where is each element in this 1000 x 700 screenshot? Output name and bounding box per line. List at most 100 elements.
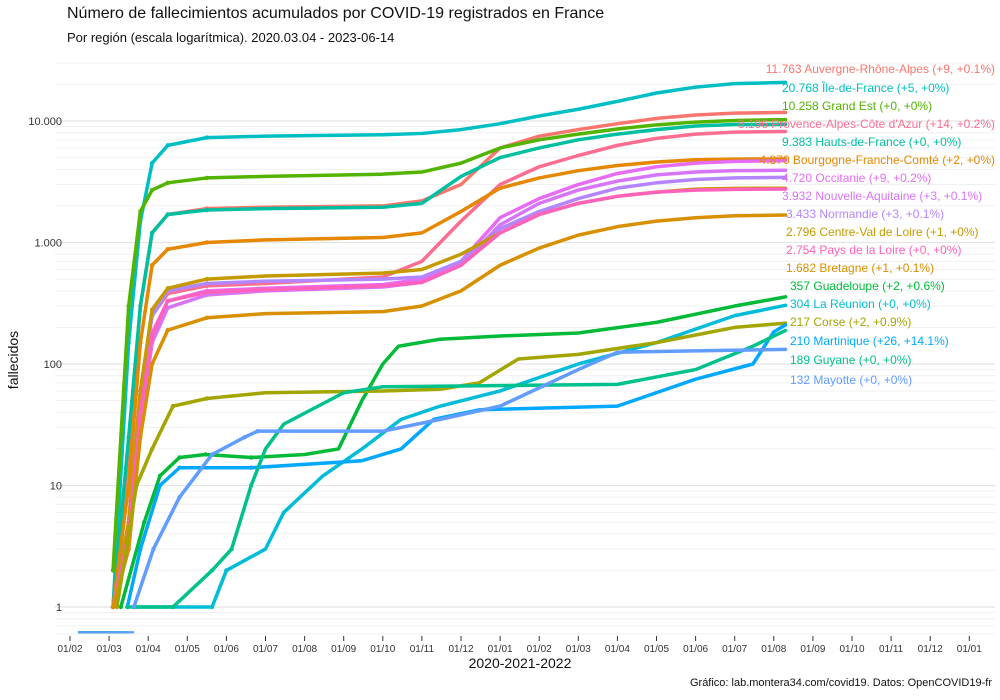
data-point: [224, 568, 229, 573]
chart-subtitle: Por región (escala logarítmica). 2020.03…: [67, 30, 395, 45]
data-point: [177, 465, 182, 470]
chart-title: Número de fallecimientos acumulados por …: [67, 5, 605, 22]
x-tick-label: 01/06: [683, 644, 708, 655]
series-line: [111, 80, 788, 609]
data-point: [229, 546, 234, 552]
x-tick-label: 01/11: [879, 644, 904, 655]
x-tick-label: 01/05: [644, 644, 669, 655]
series-label: 8.196 Provence-Alpes-Côte d'Azur (+14, +…: [738, 117, 995, 131]
series-label: 3.932 Nouvelle-Aquitaine (+3, +0.1%): [782, 189, 982, 203]
data-point: [209, 452, 215, 457]
y-tick-label: 10.000: [28, 116, 62, 128]
data-point: [138, 340, 143, 345]
series-label: 3.433 Normandie (+3, +0.1%): [786, 207, 944, 221]
data-point: [149, 361, 155, 367]
y-tick-label: 10: [50, 481, 62, 493]
x-tick-label: 01/09: [331, 644, 356, 655]
data-point: [157, 473, 163, 479]
series-line: [115, 321, 788, 609]
data-point: [138, 209, 143, 214]
data-point: [170, 403, 176, 409]
data-point: [149, 333, 155, 339]
data-point: [118, 604, 124, 610]
data-point: [204, 240, 210, 245]
data-point: [114, 604, 120, 610]
data-point: [248, 465, 254, 470]
x-tick-label: 01/03: [566, 644, 591, 655]
data-point: [165, 298, 170, 304]
series-line: [111, 187, 788, 609]
series-mayotte: [78, 347, 788, 634]
series-label: 217 Corse (+2, +0.9%): [790, 315, 911, 329]
data-point: [138, 303, 143, 309]
x-tick-label: 01/02: [527, 644, 552, 655]
series-line: [119, 295, 788, 609]
data-point: [248, 455, 254, 460]
data-point: [126, 434, 131, 440]
x-tick-label: 01/04: [605, 644, 630, 655]
data-point: [138, 388, 143, 394]
x-tick-label: 01/02: [57, 644, 82, 655]
series-label: 10.258 Grand Est (+0, +0%): [782, 99, 932, 113]
series-line: [111, 117, 788, 573]
x-tick-label: 01/04: [136, 644, 161, 655]
data-point: [204, 276, 210, 282]
data-point: [149, 263, 155, 268]
series-label: 20.768 Île-de-France (+5, +0%): [782, 80, 949, 95]
series-line: [111, 110, 788, 609]
data-point: [177, 495, 182, 500]
x-tick-label: 01/12: [448, 644, 473, 655]
data-point: [242, 434, 247, 440]
data-point: [138, 434, 143, 440]
data-point: [204, 207, 210, 213]
x-tick-label: 01/06: [214, 644, 239, 655]
data-point: [165, 212, 170, 217]
y-tick-label: 1.000: [34, 238, 62, 250]
data-point: [165, 286, 170, 291]
series-label: 2.796 Centre-Val de Loire (+1, +0%): [786, 225, 979, 239]
series-label: 132 Mayotte (+0, +0%): [790, 373, 912, 387]
x-tick-label: 01/10: [839, 644, 864, 655]
x-tick-label: 01/12: [918, 644, 943, 655]
y-tick-label: 1: [56, 602, 62, 614]
chart-caption: Gráfico: lab.montera34.com/covid19. Dato…: [689, 677, 992, 689]
series-line: [132, 347, 788, 609]
data-point: [131, 604, 137, 610]
data-point: [170, 604, 176, 610]
series-label: 9.383 Hauts-de-France (+0, +0%): [782, 135, 961, 149]
series-label: 357 Guadeloupe (+2, +0.6%): [790, 279, 945, 293]
series-hauts-de-france: [78, 122, 788, 634]
data-point: [203, 452, 208, 457]
x-tick-label: 01/11: [410, 644, 435, 655]
data-point: [126, 483, 131, 488]
series-line: [111, 122, 788, 609]
series-label: 189 Guyane (+0, +0%): [790, 353, 911, 367]
x-tick-label: 01/07: [722, 644, 747, 655]
data-point: [209, 568, 215, 573]
data-point: [165, 327, 170, 333]
data-point: [138, 546, 143, 552]
x-tick-label: 01/01: [488, 644, 513, 655]
x-tick-label: 01/09: [800, 644, 825, 655]
series-label: 4.720 Occitanie (+9, +0.2%): [782, 171, 931, 185]
series-label: 2.754 Pays de la Loire (+0, +0%): [786, 243, 961, 257]
data-point: [209, 604, 215, 610]
data-point: [204, 315, 210, 321]
data-point: [110, 568, 116, 573]
data-point: [204, 135, 210, 140]
data-point: [204, 396, 210, 401]
data-point: [134, 483, 139, 488]
data-point: [204, 289, 210, 295]
data-point: [142, 519, 147, 525]
y-tick-label: 100: [44, 359, 62, 371]
y-axis-title: fallecidos: [5, 331, 21, 389]
series-line: [111, 157, 788, 609]
x-tick-label: 01/03: [97, 644, 122, 655]
x-tick-label: 01/07: [253, 644, 278, 655]
data-point: [165, 143, 170, 148]
series-bourgogne-franche-comt-: [78, 157, 788, 634]
x-tick-label: 01/08: [292, 644, 317, 655]
data-point: [149, 446, 155, 452]
data-point: [110, 604, 116, 610]
